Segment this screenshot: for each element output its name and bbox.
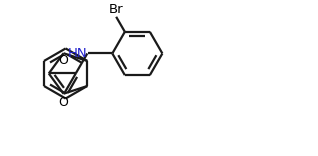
Text: O: O (58, 96, 68, 109)
Text: Br: Br (109, 3, 123, 16)
Text: HN: HN (68, 47, 87, 60)
Text: O: O (59, 54, 68, 67)
